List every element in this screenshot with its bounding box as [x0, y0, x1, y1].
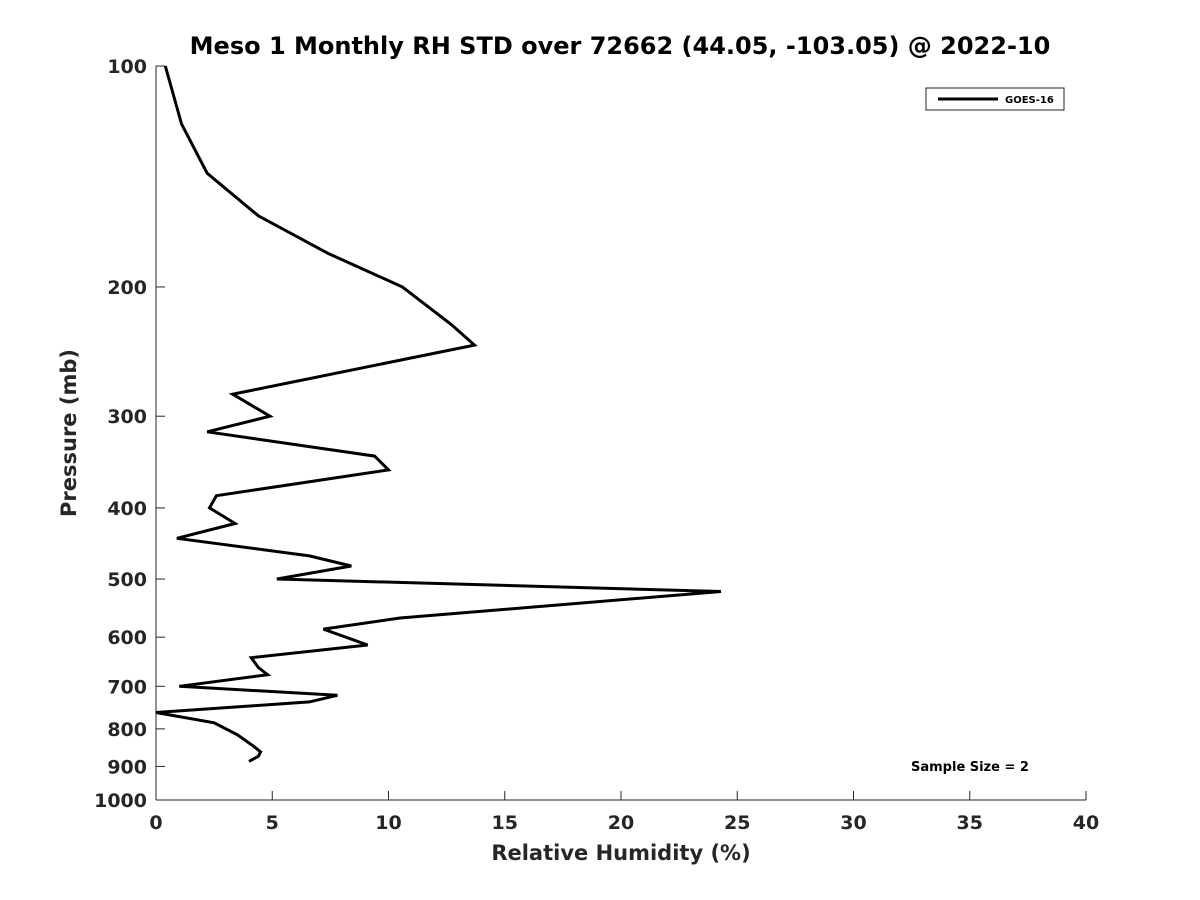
y-tick-label: 900: [107, 756, 147, 778]
y-tick-label: 600: [107, 627, 147, 649]
x-tick-label: 20: [608, 812, 634, 834]
y-tick-label: 800: [107, 719, 147, 741]
legend: GOES-16: [925, 87, 1065, 111]
y-tick-label: 400: [107, 498, 147, 520]
y-tick-label: 700: [107, 676, 147, 698]
y-tick-label: 100: [107, 56, 147, 78]
y-tick-label: 200: [107, 277, 147, 299]
x-tick-label: 40: [1073, 812, 1099, 834]
chart-title: Meso 1 Monthly RH STD over 72662 (44.05,…: [190, 32, 1051, 60]
series-line-goes-16: [155, 65, 722, 763]
x-axis-label: Relative Humidity (%): [491, 841, 750, 865]
y-axis-label: Pressure (mb): [57, 349, 81, 517]
plot-area: 0 5 10 15 20 25 30 35 40 100 200 300 400 500 600 700 80…: [94, 56, 1099, 834]
series-group: [155, 65, 722, 763]
y-tick-label: 1000: [94, 790, 147, 812]
x-tick-label: 35: [957, 812, 983, 834]
x-tick-label: 15: [492, 812, 518, 834]
x-tick-label: 30: [840, 812, 866, 834]
x-tick-label: 10: [375, 812, 401, 834]
x-ticks: 0 5 10 15 20 25 30 35 40: [149, 791, 1099, 834]
y-tick-label: 300: [107, 406, 147, 428]
y-ticks: 100 200 300 400 500 600 700 800 900 1000: [94, 56, 165, 812]
x-tick-label: 5: [266, 812, 279, 834]
sample-size-annotation: Sample Size = 2: [911, 760, 1029, 775]
y-tick-label: 500: [107, 569, 147, 591]
legend-label: GOES-16: [1005, 95, 1054, 106]
x-tick-label: 25: [724, 812, 750, 834]
x-tick-label: 0: [149, 812, 162, 834]
